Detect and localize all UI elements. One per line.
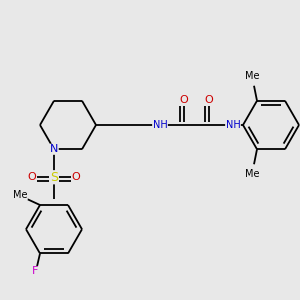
Text: Me: Me (245, 169, 259, 179)
Text: O: O (180, 95, 188, 105)
Text: NH: NH (226, 120, 240, 130)
Text: Me: Me (13, 190, 27, 200)
Text: S: S (50, 171, 58, 184)
Text: F: F (32, 266, 38, 277)
Text: NH: NH (153, 120, 167, 130)
Text: O: O (205, 95, 213, 105)
Text: N: N (50, 144, 58, 154)
Text: O: O (28, 172, 36, 182)
Text: O: O (72, 172, 80, 182)
Text: Me: Me (245, 71, 259, 81)
